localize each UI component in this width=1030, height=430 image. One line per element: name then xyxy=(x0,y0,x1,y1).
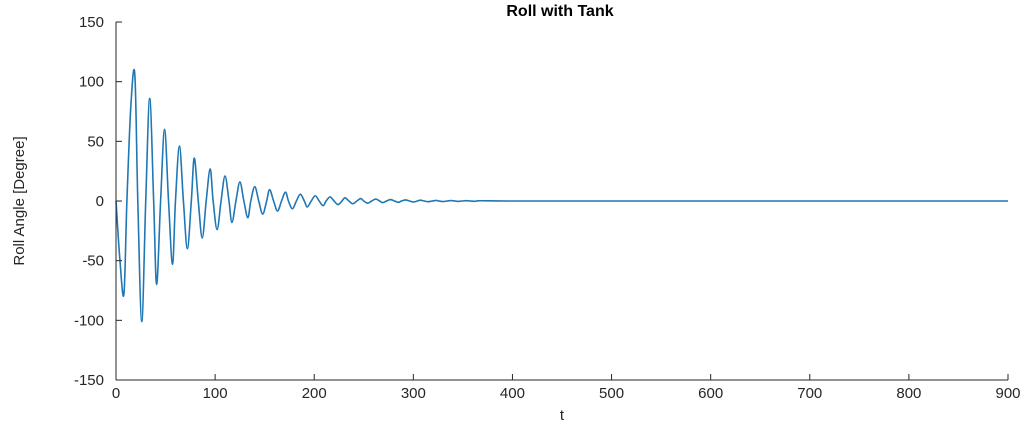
x-ticks: 0 100 200 300 400 500 600 700 800 900 xyxy=(112,374,1021,402)
x-tick-label: 0 xyxy=(112,385,120,402)
x-tick-label: 800 xyxy=(896,385,921,402)
plot-area xyxy=(115,22,1008,381)
x-tick-label: 400 xyxy=(500,385,525,402)
x-tick-label: 500 xyxy=(599,385,624,402)
y-tick-label: 0 xyxy=(96,193,104,210)
x-tick-label: 600 xyxy=(698,385,723,402)
x-tick-label: 100 xyxy=(203,385,228,402)
y-tick-label: -150 xyxy=(74,372,104,389)
y-tick-label: -100 xyxy=(74,312,104,329)
y-axis-label: Roll Angle [Degree] xyxy=(11,136,28,265)
x-tick-label: 200 xyxy=(302,385,327,402)
x-tick-label: 700 xyxy=(797,385,822,402)
y-tick-label: -50 xyxy=(82,253,104,270)
x-tick-label: 900 xyxy=(995,385,1020,402)
x-axis-label: t xyxy=(560,407,565,424)
y-tick-label: 150 xyxy=(79,14,104,31)
y-ticks: 150 100 50 0 -50 -100 -150 xyxy=(74,14,122,389)
y-tick-label: 100 xyxy=(79,74,104,91)
chart-title: Roll with Tank xyxy=(506,3,613,20)
series-layer xyxy=(115,68,1008,323)
x-tick-label: 300 xyxy=(401,385,426,402)
y-tick-label: 50 xyxy=(87,133,104,150)
roll-angle-series-line xyxy=(115,68,1008,323)
